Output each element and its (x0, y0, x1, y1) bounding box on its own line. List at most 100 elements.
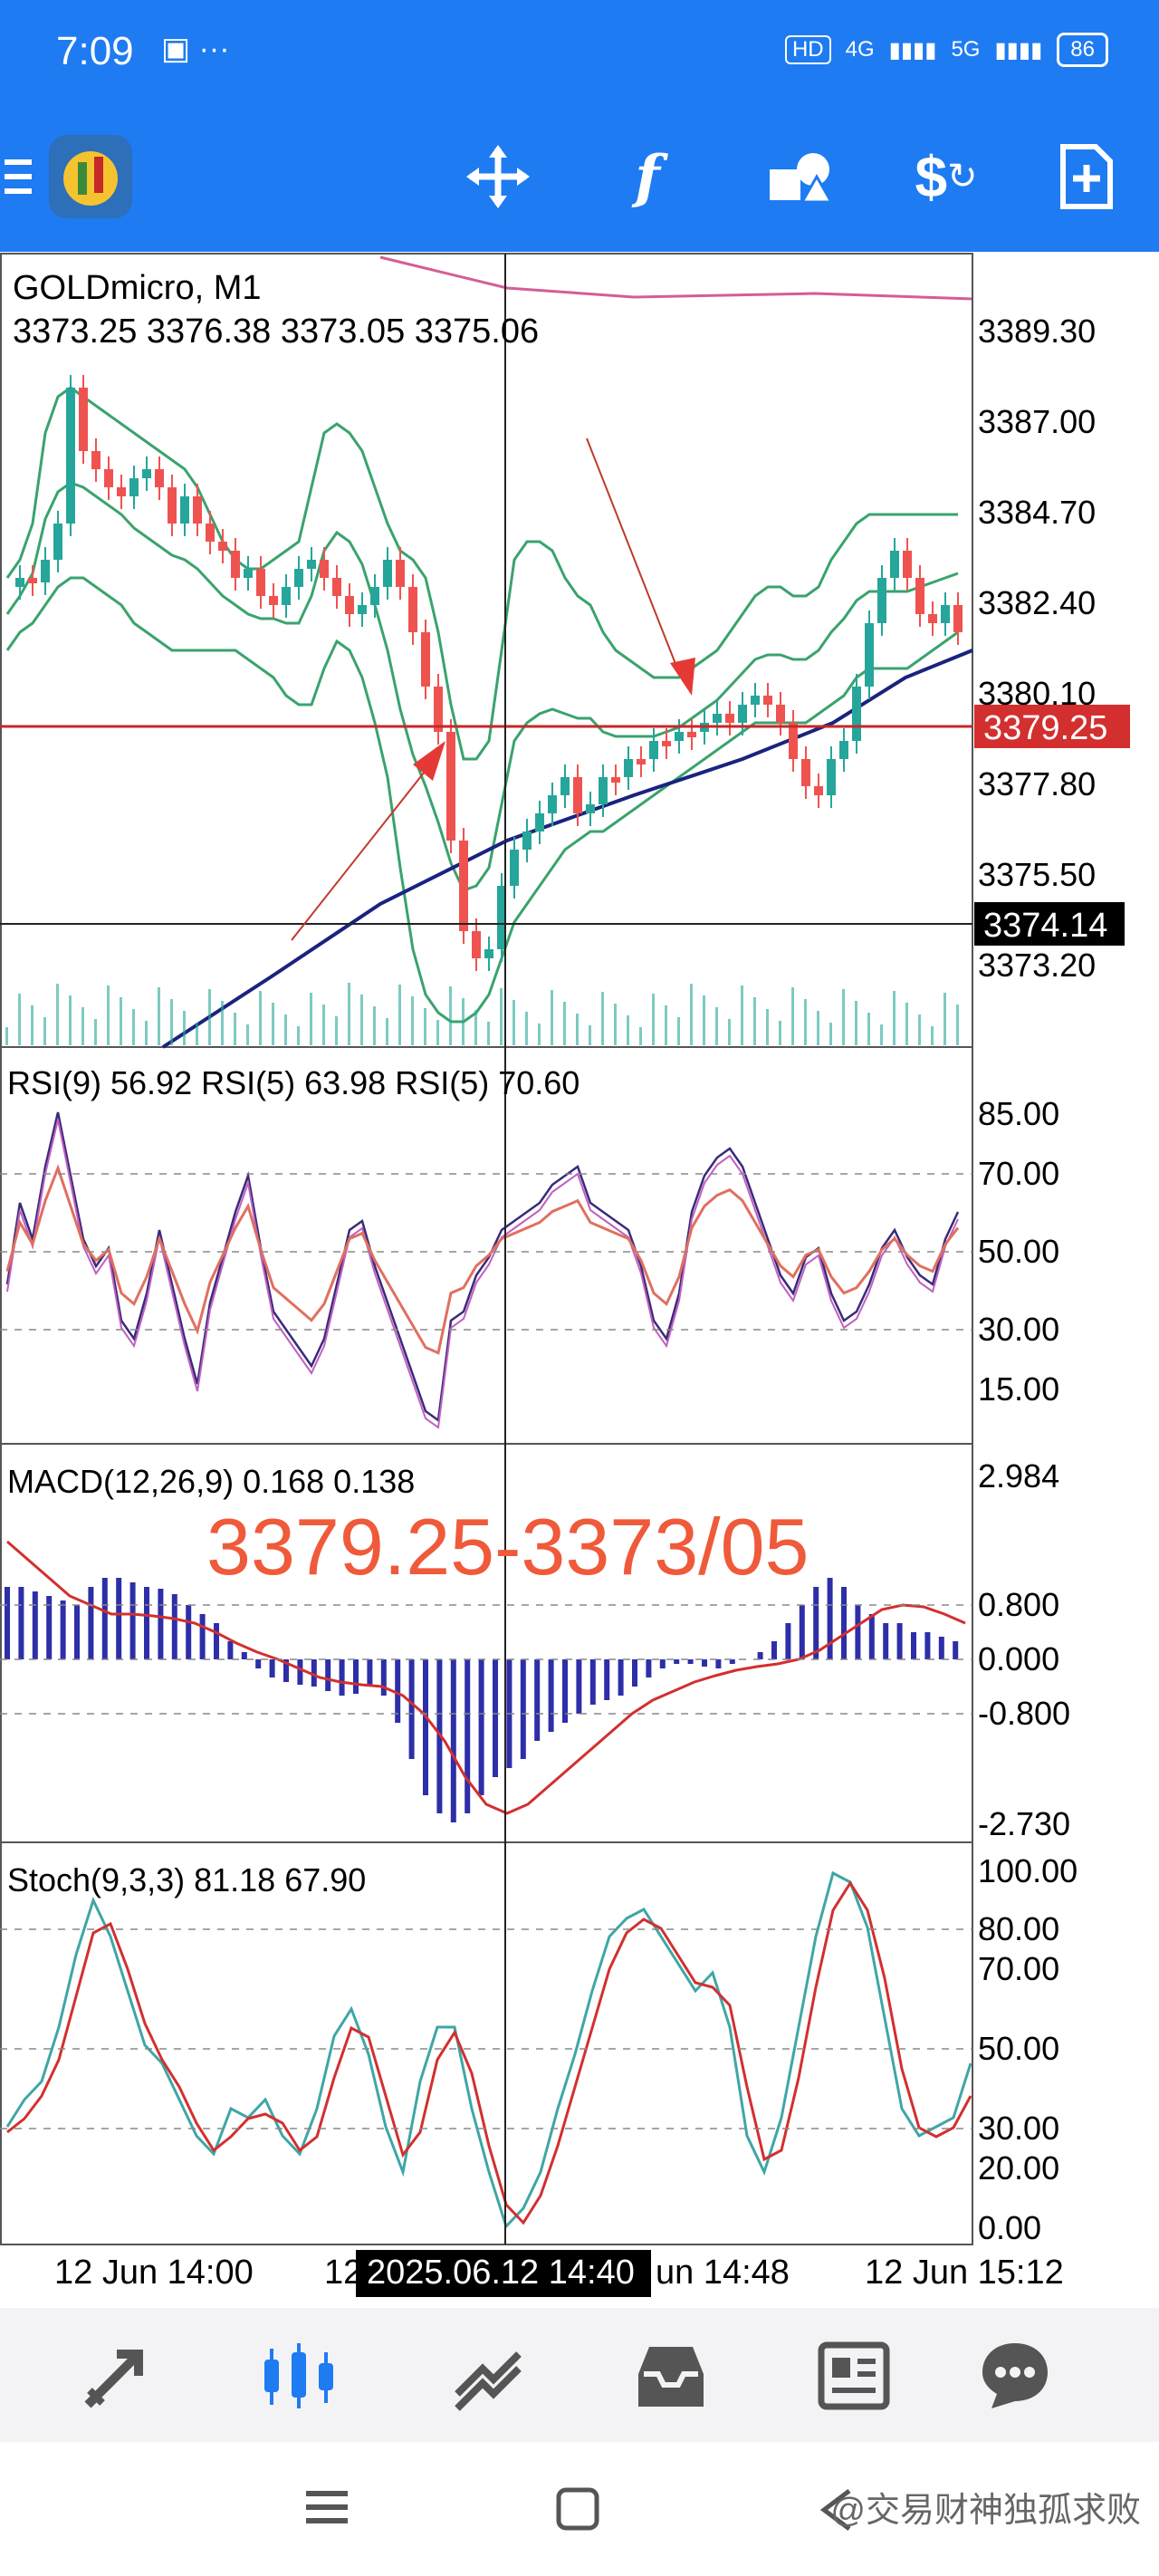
candle-body (497, 886, 506, 949)
volume-bar (956, 1004, 959, 1045)
candle-body (332, 578, 341, 596)
macd-histogram-bar (408, 1659, 415, 1759)
ohlc-readout: 3373.25 3376.38 3373.05 3375.06 (13, 312, 539, 351)
macd-histogram-bar (158, 1589, 164, 1659)
macd-histogram-bar (129, 1582, 136, 1659)
volume-bar (208, 989, 211, 1045)
chart-canvas[interactable]: GOLDmicro, M1 3373.25 3376.38 3373.05 33… (0, 252, 1159, 2308)
volume-bar (867, 1013, 870, 1045)
history-icon[interactable] (630, 2335, 712, 2417)
candle-body (611, 777, 620, 783)
macd-histogram-bar (60, 1600, 66, 1659)
news-icon[interactable] (813, 2335, 895, 2417)
volume-bar (31, 1005, 34, 1045)
volume-bar (538, 1024, 541, 1045)
time-label-5: 12 Jun 15:12 (865, 2254, 1064, 2292)
crosshair-icon[interactable] (453, 127, 543, 226)
candle-body (15, 578, 24, 587)
chat-icon[interactable] (974, 2335, 1056, 2417)
symbol-title: GOLDmicro, M1 (13, 269, 261, 307)
volume-bar (411, 996, 414, 1045)
app-logo[interactable] (43, 127, 138, 226)
volume-bar (563, 1002, 566, 1045)
crosshair-price-label: 3374.14 (983, 907, 1107, 945)
current-price-label: 3379.25 (983, 709, 1107, 747)
candle-body (358, 605, 367, 614)
candle-body (776, 705, 785, 723)
macd-histogram-bar (171, 1594, 177, 1659)
price-axis-label: 3377.80 (978, 765, 1096, 803)
new-order-icon[interactable] (1041, 127, 1132, 226)
macd-histogram-bar (116, 1578, 122, 1659)
chart-area[interactable]: GOLDmicro, M1 3373.25 3376.38 3373.05 33… (0, 252, 1159, 2308)
macd-histogram-bar (311, 1659, 317, 1687)
volume-bar (69, 995, 72, 1045)
network-5g: 5G (951, 37, 981, 62)
candle-body (751, 696, 760, 705)
macd-histogram-bar (297, 1659, 303, 1685)
candle-body (535, 813, 544, 831)
status-bar: 7:09 ▣ ··· HD 4G ▮▮▮▮ 5G ▮▮▮▮ 86 (0, 0, 1159, 109)
macd-histogram-bar (827, 1578, 833, 1659)
candle-body (446, 732, 455, 841)
volume-bar (158, 987, 160, 1045)
candle-body (522, 831, 532, 850)
recent-apps-icon[interactable] (306, 2487, 351, 2532)
menu-icon[interactable] (0, 127, 36, 226)
macd-histogram-bar (339, 1659, 345, 1696)
candle-body (789, 723, 798, 759)
macd-histogram-bar (576, 1659, 582, 1714)
volume-bar (905, 1003, 908, 1045)
home-icon[interactable] (556, 2487, 601, 2537)
chart-icon[interactable] (259, 2335, 340, 2417)
candle-body (434, 687, 443, 732)
macd-histogram-bar (144, 1587, 149, 1659)
crosshair-time-label: 2025.06.12 14:40 (367, 2254, 635, 2292)
function-icon[interactable]: f (635, 142, 660, 211)
macd-histogram-bar (227, 1641, 234, 1659)
back-icon[interactable] (815, 2487, 860, 2537)
stoch-pane (5, 1870, 972, 2229)
volume-bar (829, 1023, 832, 1045)
bottom-nav (0, 2308, 1159, 2442)
stoch-k-line (5, 1870, 972, 2229)
macd-histogram-bar (325, 1659, 331, 1691)
macd-title: MACD(12,26,9) 0.168 0.138 (7, 1463, 415, 1500)
rsi-line-5a (6, 1119, 959, 1429)
macd-signal-line (6, 1540, 966, 1815)
objects-icon[interactable] (752, 127, 851, 226)
stoch-title: Stoch(9,3,3) 81.18 67.90 (7, 1861, 366, 1898)
candle-body (801, 759, 810, 786)
rsi-line-5b (5, 1164, 960, 1355)
stoch-axis-label: 30.00 (978, 2110, 1059, 2147)
candle-body (79, 388, 88, 451)
price-axis-label: 3380.10 (978, 675, 1096, 712)
macd-histogram-bar (883, 1623, 889, 1659)
macd-histogram-bar (283, 1659, 289, 1682)
stoch-axis-label: 50.00 (978, 2030, 1059, 2067)
trade-nav-icon[interactable] (447, 2335, 529, 2417)
volume-bar (893, 991, 896, 1045)
volume-bar (791, 987, 794, 1045)
macd-histogram-bar (520, 1659, 526, 1759)
candle-body (28, 578, 37, 583)
candle-body (168, 487, 177, 524)
bollinger-lower (5, 576, 959, 1024)
volume-bar (322, 1004, 325, 1045)
candle-body (421, 632, 430, 687)
price-axis-label: 3384.70 (978, 494, 1096, 531)
trend-arrowhead-1 (413, 741, 445, 781)
macd-histogram-bar (632, 1659, 637, 1687)
rsi-axis-label: 30.00 (978, 1311, 1059, 1348)
candle-body (675, 732, 684, 741)
trend-arrow-line-2 (586, 437, 682, 678)
volume-bar (525, 1012, 528, 1045)
candle-body (345, 596, 354, 614)
quotes-icon[interactable] (76, 2335, 158, 2417)
price-axis-label: 3387.00 (978, 403, 1096, 440)
macd-histogram-bar (214, 1623, 219, 1659)
crosshair-time-tag (356, 2250, 651, 2297)
macd-histogram-bar (380, 1659, 387, 1696)
volume-bar (753, 997, 756, 1045)
trade-icon[interactable]: $ ↻ (915, 144, 978, 209)
